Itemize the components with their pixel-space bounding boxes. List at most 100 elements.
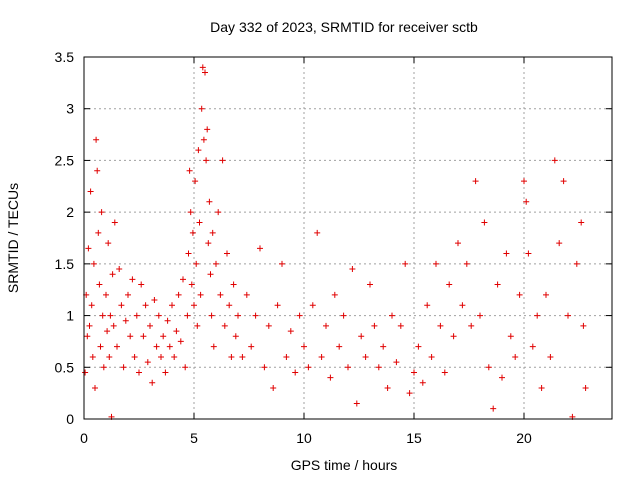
y-tick-label: 0 <box>66 411 74 427</box>
data-point <box>89 353 96 360</box>
data-point <box>94 167 101 174</box>
data-point <box>208 312 215 319</box>
y-tick-label: 1.5 <box>55 256 75 272</box>
data-point <box>166 343 173 350</box>
data-point <box>336 343 343 350</box>
data-point <box>215 209 222 216</box>
data-point <box>463 260 470 267</box>
chart-title: Day 332 of 2023, SRMTID for receiver sct… <box>210 19 478 35</box>
data-point <box>327 374 334 381</box>
data-point <box>87 188 94 195</box>
data-point <box>200 136 207 143</box>
data-point <box>122 317 129 324</box>
data-point <box>93 136 100 143</box>
data-point <box>380 343 387 350</box>
data-point <box>472 178 479 185</box>
data-point <box>203 157 210 164</box>
data-point <box>197 291 204 298</box>
data-point <box>186 167 193 174</box>
data-point <box>230 281 237 288</box>
data-point <box>188 281 195 288</box>
data-point <box>529 343 536 350</box>
x-tick-label: 5 <box>190 430 198 446</box>
data-point <box>127 333 134 340</box>
data-point <box>340 312 347 319</box>
data-point <box>523 198 530 205</box>
grid-lines <box>84 57 612 419</box>
data-point <box>424 302 431 309</box>
data-point <box>106 353 113 360</box>
data-point <box>525 250 532 257</box>
x-tick-label: 20 <box>516 430 532 446</box>
data-point <box>109 271 116 278</box>
data-point <box>169 302 175 309</box>
data-point <box>393 359 400 366</box>
data-point <box>261 364 268 371</box>
data-point <box>538 384 545 391</box>
y-tick-label: 2 <box>66 204 74 220</box>
data-point <box>207 271 214 278</box>
data-point <box>97 343 104 350</box>
data-point <box>107 312 114 319</box>
data-point <box>82 369 89 376</box>
data-point <box>582 384 589 391</box>
data-point <box>131 353 138 360</box>
data-point <box>521 178 527 185</box>
data-point <box>199 64 206 71</box>
data-point <box>578 219 585 226</box>
data-point <box>323 322 329 329</box>
data-point <box>136 369 142 376</box>
data-point <box>358 333 365 340</box>
data-point <box>219 157 226 164</box>
data-point <box>98 209 105 216</box>
data-point <box>507 333 514 340</box>
data-point <box>204 126 211 133</box>
data-point <box>296 312 303 319</box>
data-point <box>494 281 501 288</box>
data-point <box>105 240 112 247</box>
data-point <box>103 291 109 298</box>
data-point <box>205 240 212 247</box>
data-point <box>580 322 587 329</box>
data-point <box>210 343 217 350</box>
data-point <box>155 312 162 319</box>
data-point <box>96 281 103 288</box>
data-point <box>543 291 549 298</box>
data-point <box>235 312 241 319</box>
y-tick-label: 2.5 <box>55 152 75 168</box>
data-point <box>125 291 131 298</box>
data-point <box>189 229 196 236</box>
data-point <box>516 291 523 298</box>
data-point <box>180 276 186 283</box>
data-point <box>239 353 246 360</box>
data-point <box>138 281 145 288</box>
data-point <box>95 229 102 236</box>
data-point <box>111 219 118 226</box>
data-point <box>565 312 571 319</box>
data-point <box>217 291 224 298</box>
data-point <box>301 343 307 350</box>
data-point <box>228 353 235 360</box>
data-point <box>287 328 294 335</box>
y-tick-label: 3.5 <box>55 49 75 65</box>
axis-ticks: 0 0.5 1 1.5 2 2.5 3 3.5 0 5 10 15 20 <box>55 49 612 446</box>
data-point <box>160 333 167 340</box>
data-point <box>99 312 106 319</box>
data-point <box>213 260 219 267</box>
data-point <box>459 302 466 309</box>
data-point <box>171 353 178 360</box>
data-point <box>446 281 453 288</box>
data-point <box>193 260 200 267</box>
y-tick-label: 0.5 <box>55 359 75 375</box>
data-point <box>450 333 457 340</box>
data-point <box>274 302 281 309</box>
data-point <box>85 245 92 252</box>
data-point <box>375 364 382 371</box>
data-point <box>477 312 483 319</box>
plot-frame <box>83 56 613 420</box>
x-tick-label: 0 <box>80 430 88 446</box>
y-tick-label: 3 <box>66 101 74 117</box>
data-point <box>104 328 111 335</box>
